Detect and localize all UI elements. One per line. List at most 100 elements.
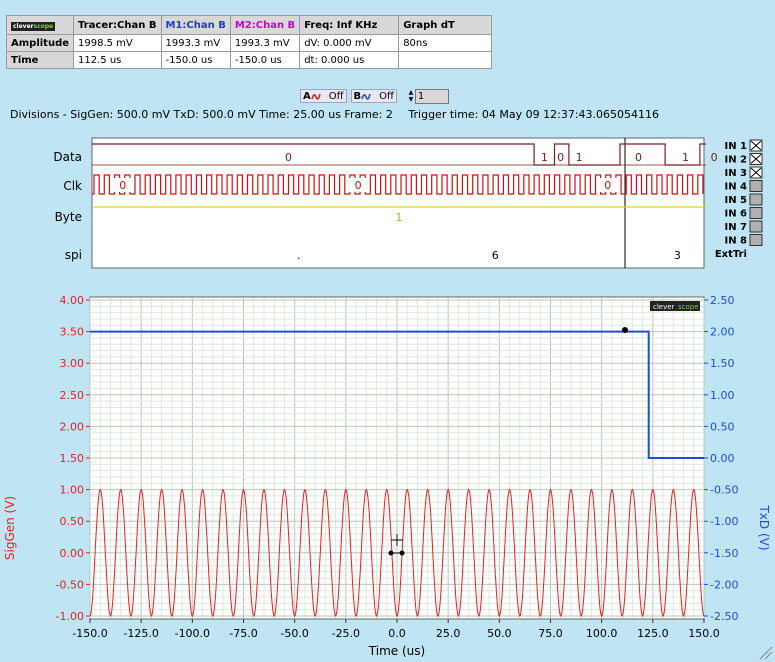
x-tick-label: 50.0 xyxy=(487,627,512,640)
x-tick-label: -50.0 xyxy=(280,627,308,640)
data-value-label: 1 xyxy=(682,151,689,164)
data-value-label: 0 xyxy=(285,151,292,164)
table-cell: -150.0 us xyxy=(160,51,231,69)
y-tick-label-left: 2.50 xyxy=(60,389,85,402)
input-checkbox[interactable] xyxy=(749,180,763,192)
table-cell: -150.0 us xyxy=(229,51,301,69)
y-tick-label-right: -1.00 xyxy=(710,515,738,528)
y-tick-label-left: 1.00 xyxy=(60,484,85,497)
byte-value-label: 1 xyxy=(396,211,403,224)
header-m2[interactable]: M2:Chan B xyxy=(229,15,301,35)
table-cell xyxy=(398,51,493,69)
input-label: IN 5 xyxy=(724,195,747,206)
table-cell: 112.5 us xyxy=(73,51,162,69)
clk-value-bg xyxy=(349,178,368,192)
input-checkbox[interactable] xyxy=(749,153,763,165)
y-tick-label-left: 0.50 xyxy=(60,515,85,528)
spi-value-label: . xyxy=(297,249,301,262)
siggen-trace xyxy=(89,488,705,617)
table-header-row: cleverscope Tracer:Chan B M1:Chan B M2:C… xyxy=(5,15,493,35)
input-checkbox[interactable] xyxy=(749,220,763,233)
x-tick-label: 150.0 xyxy=(688,627,720,640)
header-freq[interactable]: Freq: Inf KHz xyxy=(299,15,400,35)
y-tick-label-left: -0.50 xyxy=(56,578,84,591)
x-tick-label: -75.0 xyxy=(229,627,257,640)
y-tick-label-right: 0.50 xyxy=(710,420,735,433)
input-label: ExtTri xyxy=(715,249,747,260)
table-cell: dV: 0.000 mV xyxy=(299,34,400,52)
table-cell: 1998.5 mV xyxy=(73,34,162,52)
divisions-text: Divisions - SigGen: 500.0 mV TxD: 500.0 … xyxy=(10,108,393,121)
wave-a-icon xyxy=(310,93,321,100)
y-tick-label-right: 1.00 xyxy=(710,389,735,402)
data-value-label: 1 xyxy=(541,151,548,164)
input-label: IN 8 xyxy=(724,236,747,247)
x-axis-label: Time (us) xyxy=(368,644,425,658)
frame-spinner[interactable]: ▲ ▼ 1 xyxy=(407,88,449,104)
resize-grip-icon[interactable] xyxy=(759,646,773,660)
y-tick-label-left: 3.00 xyxy=(60,357,85,370)
y-tick-label-right: 2.00 xyxy=(710,326,735,339)
chart-logo: clever scope xyxy=(650,301,700,311)
digital-channel-label: Byte xyxy=(55,210,82,224)
input-checkbox[interactable] xyxy=(749,207,763,219)
spi-value-label: 3 xyxy=(674,249,681,262)
header-graph-dt[interactable]: Graph dT xyxy=(398,15,493,35)
measurements-table: cleverscope Tracer:Chan B M1:Chan B M2:C… xyxy=(5,15,493,69)
input-label: IN 4 xyxy=(724,182,747,193)
y-tick-label-right: 1.50 xyxy=(710,357,735,370)
input-checkbox[interactable] xyxy=(749,193,763,206)
clk-value-label: 0 xyxy=(119,179,126,192)
x-tick-label: -25.0 xyxy=(332,627,360,640)
header-m1[interactable]: M1:Chan B xyxy=(160,15,231,35)
data-value-label: 0 xyxy=(635,151,642,164)
table-row: Amplitude 1998.5 mV 1993.3 mV 1993.3 mV … xyxy=(5,34,493,52)
digital-panel xyxy=(91,137,705,269)
header-tracer[interactable]: Tracer:Chan B xyxy=(73,15,162,35)
input-checkbox[interactable] xyxy=(749,234,763,246)
x-tick-label: 75.0 xyxy=(538,627,563,640)
data-value-label: 0 xyxy=(711,151,718,164)
y-tick-label-left: 0.00 xyxy=(60,547,85,560)
spinner-value[interactable]: 1 xyxy=(414,88,449,104)
svg-text:clever: clever xyxy=(653,303,675,311)
clk-trace xyxy=(92,174,704,195)
toggle-a-button[interactable]: A Off xyxy=(300,89,347,103)
input-label: IN 2 xyxy=(724,155,747,166)
trigger-time: Trigger time: 04 May 09 12:37:43.0650541… xyxy=(408,108,660,121)
y-tick-label-left: 2.00 xyxy=(60,420,85,433)
table-cell: 1993.3 mV xyxy=(229,34,301,52)
row-label: Time xyxy=(5,51,75,69)
x-tick-label: 25.0 xyxy=(436,627,461,640)
digital-channel-label: Clk xyxy=(63,179,82,193)
crosshair-cursor[interactable] xyxy=(388,534,405,556)
txd-trace xyxy=(90,330,704,459)
spi-value-label: 6 xyxy=(492,249,499,262)
y-axis-left-label: SigGen (V) xyxy=(3,496,17,560)
toggle-b-button[interactable]: B Off xyxy=(350,89,397,103)
y-tick-label-right: -1.50 xyxy=(710,547,738,560)
x-tick-label: 100.0 xyxy=(586,627,618,640)
table-cell: 1993.3 mV xyxy=(160,34,231,52)
tracer-marker[interactable] xyxy=(622,327,628,333)
digital-channel-label: spi xyxy=(65,248,82,262)
spinner-arrows-icon[interactable]: ▲ ▼ xyxy=(408,89,414,103)
x-tick-label: 0.0 xyxy=(388,627,406,640)
x-tick-label: -125.0 xyxy=(123,627,158,640)
y-axis-right-label: TxD (V) xyxy=(757,504,771,550)
y-tick-label-left: -1.00 xyxy=(56,610,84,623)
x-tick-label: -150.0 xyxy=(72,627,107,640)
input-label: IN 6 xyxy=(724,209,747,220)
input-label: IN 7 xyxy=(724,222,747,233)
logo-cell: cleverscope xyxy=(5,15,75,35)
table-cell: 80ns xyxy=(398,34,493,52)
table-row: Time 112.5 us -150.0 us -150.0 us dt: 0.… xyxy=(5,51,493,69)
clk-value-bg xyxy=(113,178,132,192)
clk-value-label: 0 xyxy=(355,179,362,192)
y-tick-label-left: 3.50 xyxy=(60,326,85,339)
wave-b-icon xyxy=(361,93,371,100)
y-tick-label-left: 4.00 xyxy=(60,294,85,307)
input-checkbox[interactable] xyxy=(749,139,763,152)
info-line: Divisions - SigGen: 500.0 mV TxD: 500.0 … xyxy=(10,108,671,121)
input-checkbox[interactable] xyxy=(749,166,763,179)
